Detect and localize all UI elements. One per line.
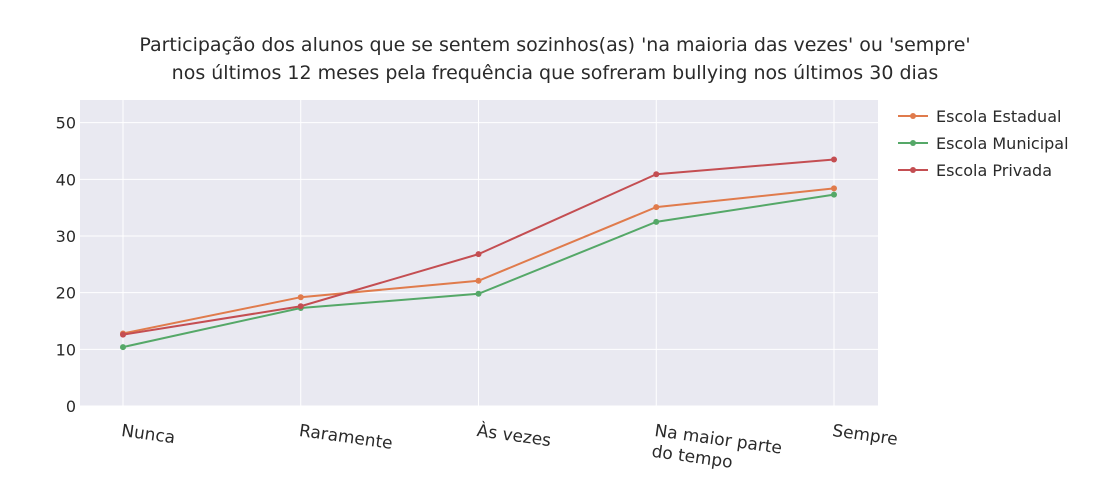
chart-title-line-1: Participação dos alunos que se sentem so… [139, 34, 970, 56]
legend-item[interactable]: Escola Estadual [898, 107, 1061, 126]
legend-label: Escola Privada [936, 161, 1052, 180]
legend-swatch-marker [910, 140, 916, 146]
data-point [120, 331, 126, 338]
x-tick-label: Raramente [298, 421, 394, 454]
data-point [120, 344, 126, 351]
axis-layer: 0 10 20 30 40 50 Nunca Raramente Às vezes Na maio… [56, 114, 899, 479]
x-tick-label: Às vezes [476, 419, 553, 451]
y-tick-label: 40 [56, 170, 76, 189]
chart-title-line-2: nos últimos 12 meses pela frequência que… [172, 62, 939, 84]
series-line [120, 156, 837, 338]
legend-swatch-marker [910, 113, 916, 119]
series-line [120, 185, 837, 337]
data-point [831, 185, 837, 192]
legend-swatch-marker [910, 167, 916, 173]
legend-item[interactable]: Escola Privada [898, 161, 1052, 180]
legend-label: Escola Estadual [936, 107, 1061, 126]
legend-item[interactable]: Escola Municipal [898, 134, 1069, 153]
data-point [831, 156, 837, 163]
data-point [475, 290, 482, 297]
x-tick-label: Sempre [831, 421, 899, 450]
data-point [653, 218, 660, 225]
y-tick-label: 20 [56, 284, 76, 303]
data-point [475, 277, 482, 284]
data-point [831, 191, 837, 198]
y-tick-label: 30 [56, 227, 76, 246]
data-point [653, 171, 660, 178]
chart-title: Participação dos alunos que se sentem so… [139, 34, 970, 84]
data-point [653, 204, 660, 211]
data-point [475, 251, 482, 258]
data-point [297, 303, 304, 310]
legend: Escola Estadual Escola Municipal Escola Pr… [898, 107, 1069, 180]
y-tick-label: 10 [56, 340, 76, 359]
legend-label: Escola Municipal [936, 134, 1069, 153]
x-tick-label: Nunca [120, 421, 176, 448]
y-tick-label: 0 [66, 397, 76, 416]
x-tick-label: Na maior partedo tempo [650, 421, 783, 479]
y-tick-label: 50 [56, 114, 76, 133]
data-point [297, 294, 304, 301]
series-layer [120, 156, 837, 351]
